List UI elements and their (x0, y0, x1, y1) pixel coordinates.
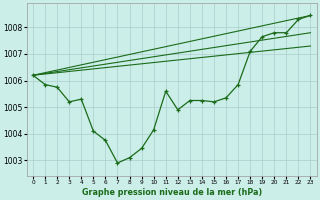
X-axis label: Graphe pression niveau de la mer (hPa): Graphe pression niveau de la mer (hPa) (82, 188, 262, 197)
